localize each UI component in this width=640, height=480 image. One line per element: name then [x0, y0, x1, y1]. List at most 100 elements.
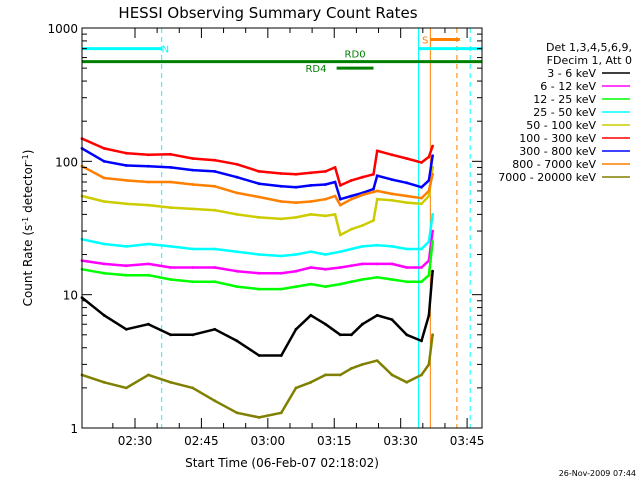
series-point [279, 254, 283, 258]
series-point [309, 171, 313, 175]
series-point [279, 184, 283, 188]
x-tick-label: 03:45 [450, 434, 485, 448]
series-point [147, 273, 150, 277]
series-point [213, 158, 217, 162]
series-point [324, 267, 327, 271]
series-point [390, 278, 394, 281]
series-point [213, 399, 217, 403]
series-point [191, 386, 195, 390]
series-point [405, 194, 409, 198]
series-point [420, 196, 423, 200]
series-point [147, 164, 150, 168]
series-point [124, 202, 128, 206]
series-point [350, 280, 353, 284]
series-point [431, 144, 434, 148]
series-point [102, 176, 106, 180]
series-point [361, 193, 364, 197]
series-point [257, 416, 261, 419]
series-line [81, 165, 434, 207]
series-point [279, 411, 283, 415]
series-point [390, 153, 394, 157]
series-point [375, 275, 379, 279]
series-point [309, 313, 313, 317]
series-point [338, 233, 342, 237]
series-point [324, 253, 327, 256]
series-point [427, 363, 431, 366]
series-point [420, 280, 423, 284]
series-point [375, 149, 379, 153]
series-point [279, 287, 283, 291]
series-point [279, 217, 283, 221]
series-point [147, 242, 150, 246]
series-line [81, 147, 434, 201]
series-point [309, 184, 313, 187]
series-point [235, 285, 239, 288]
series-point [147, 322, 150, 326]
series-point [191, 207, 195, 211]
series-point [420, 266, 423, 269]
series-line [81, 241, 434, 291]
series-point [213, 247, 217, 251]
series-point [213, 327, 217, 331]
series-point [431, 229, 434, 233]
series-point [257, 170, 261, 173]
series-point [124, 151, 128, 155]
series-point [169, 206, 173, 210]
series-point [420, 202, 423, 206]
legend-entry-label: 6 - 12 keV [540, 80, 596, 93]
series-point [257, 354, 261, 357]
legend-entry-label: 3 - 6 keV [547, 67, 596, 80]
series-point [338, 250, 342, 254]
chart-title: HESSI Observing Summary Count Rates [118, 4, 417, 22]
series-point [361, 245, 364, 248]
series-point [191, 247, 195, 251]
series-point [333, 213, 337, 216]
series-point [431, 269, 434, 273]
series-point [405, 247, 409, 251]
series-point [431, 172, 434, 176]
series-point [324, 170, 327, 173]
series-point [333, 180, 337, 184]
series-point [350, 264, 353, 268]
series-point [235, 250, 239, 254]
rd4-label: RD4 [305, 64, 326, 75]
series-point [350, 194, 353, 198]
series-point [372, 187, 375, 191]
series-point [102, 242, 106, 246]
series-point [279, 172, 283, 175]
series-point [420, 161, 423, 164]
series-point [257, 195, 261, 199]
x-axis-label: Start Time (06-Feb-07 02:18:02) [185, 456, 379, 470]
y-axis-label-sup2: -1 [21, 154, 30, 162]
series-point [390, 198, 394, 202]
series-point [169, 380, 173, 384]
y-axis: 1 10 100 1000 [47, 22, 482, 436]
series-point [257, 271, 261, 275]
series-point [390, 178, 394, 182]
series-point [102, 262, 106, 266]
series-point [102, 380, 106, 384]
series-point [213, 170, 217, 173]
series-point [257, 216, 261, 219]
series-point [169, 180, 173, 184]
series-point [338, 373, 342, 377]
series-point [294, 269, 298, 273]
series-point [235, 175, 239, 179]
series-point [124, 179, 128, 182]
series-point [427, 273, 431, 277]
series-point [390, 192, 394, 196]
series-point [338, 203, 342, 207]
x-tick-label: 02:30 [118, 434, 153, 448]
series-point [147, 153, 150, 157]
series-point [294, 216, 298, 219]
series-point [235, 269, 239, 273]
series-point [420, 339, 423, 343]
series-line [81, 214, 434, 258]
series-point [324, 197, 327, 201]
series-point [427, 240, 431, 244]
series-point [361, 363, 364, 366]
series-point [147, 373, 150, 377]
series-point [420, 185, 423, 189]
series-point [147, 203, 150, 207]
legend-entry-label: 25 - 50 keV [533, 106, 596, 119]
